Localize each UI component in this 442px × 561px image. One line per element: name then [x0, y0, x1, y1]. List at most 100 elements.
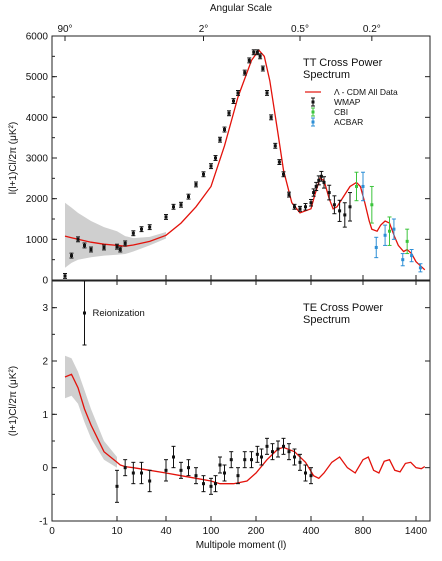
- wmap-data-point: [236, 91, 240, 95]
- wmap-data-point: [276, 447, 280, 451]
- wmap-data-point: [255, 452, 259, 456]
- wmap-data-point: [243, 71, 247, 75]
- wmap-data-point: [252, 50, 256, 54]
- wmap-data-point: [102, 245, 106, 249]
- top-axis-tick-label: 2°: [199, 24, 209, 35]
- wmap-data-point: [214, 156, 217, 160]
- y-axis-tick-label: 0: [42, 276, 48, 287]
- wmap-data-point: [83, 243, 86, 247]
- te-plot-area: [64, 281, 426, 503]
- wmap-data-point: [131, 231, 135, 235]
- wmap-data-point: [164, 468, 168, 472]
- y-axis-tick-label: 3000: [26, 154, 49, 165]
- wmap-data-point: [209, 484, 213, 488]
- acbar-data-point: [418, 266, 422, 270]
- wmap-data-point: [194, 182, 198, 186]
- wmap-data-point: [148, 479, 152, 483]
- wmap-data-point: [312, 191, 316, 195]
- te-panel-title-line2: Spectrum: [303, 314, 350, 326]
- legend-point-swatch: [311, 100, 315, 104]
- wmap-data-point: [269, 115, 273, 119]
- wmap-data-point: [131, 471, 135, 475]
- wmap-data-point: [273, 144, 277, 148]
- wmap-data-point: [63, 274, 67, 278]
- te-panel-title-line1: TE Cross Power: [303, 302, 383, 314]
- legend-entry-label: WMAP: [334, 97, 361, 107]
- wmap-data-point: [265, 91, 269, 95]
- top-axis-tick-label: 0.5°: [291, 24, 309, 35]
- te-panel-frame: [51, 280, 431, 522]
- y-axis-tick-label: 3: [42, 303, 48, 314]
- wmap-data-point: [179, 203, 183, 207]
- wmap-data-point: [70, 254, 73, 258]
- wmap-data-point: [179, 468, 183, 472]
- wmap-data-point: [172, 205, 175, 209]
- wmap-data-point: [164, 215, 168, 219]
- wmap-data-point: [271, 450, 274, 454]
- lcdm-model-line: [64, 49, 426, 271]
- y-axis-tick-label: 2000: [26, 194, 49, 205]
- wmap-data-point: [319, 174, 323, 178]
- y-axis-tick-label: 1000: [26, 235, 49, 246]
- y-axis-tick-label: 1: [42, 410, 48, 421]
- wmap-data-point: [140, 471, 143, 475]
- top-axis-tick-label: 0.2°: [363, 24, 381, 35]
- tt-panel-title-line2: Spectrum: [303, 69, 350, 81]
- wmap-data-point: [260, 455, 263, 459]
- wmap-data-point: [309, 474, 313, 478]
- top-axis-tick-label: 90°: [57, 24, 72, 35]
- wmap-data-point: [322, 180, 326, 184]
- x-axis-label: Multipole moment (l): [196, 540, 287, 551]
- cosmic-variance-band: [65, 355, 117, 468]
- wmap-data-point: [293, 455, 296, 459]
- wmap-data-point: [258, 54, 262, 58]
- wmap-data-point: [250, 458, 253, 462]
- wmap-data-point: [118, 248, 122, 251]
- x-axis-tick-label: 800: [355, 526, 372, 537]
- x-axis-tick-label: 100: [203, 526, 220, 537]
- wmap-data-point: [282, 444, 285, 448]
- wmap-data-point: [223, 471, 226, 475]
- wmap-data-point: [243, 458, 247, 462]
- wmap-data-point: [317, 178, 321, 182]
- y-axis-tick-label: 2: [42, 357, 48, 368]
- top-axis-title: Angular Scale: [210, 3, 273, 14]
- x-axis-tick-label: 10: [111, 526, 123, 537]
- cbi-data-point: [370, 203, 374, 207]
- wmap-data-point: [202, 172, 205, 176]
- wmap-data-point: [83, 311, 86, 315]
- legend-entry-label: Λ - CDM All Data: [334, 87, 398, 97]
- acbar-data-point: [361, 184, 365, 188]
- legend-point-swatch: [311, 120, 315, 124]
- wmap-data-point: [309, 201, 313, 205]
- legend-point-swatch: [311, 110, 315, 114]
- wmap-data-point: [247, 58, 251, 62]
- wmap-data-point: [304, 205, 307, 209]
- wmap-data-point: [172, 455, 175, 459]
- wmap-data-point: [227, 111, 231, 115]
- wmap-data-point: [327, 191, 331, 195]
- wmap-data-point: [187, 466, 190, 470]
- wmap-data-point: [187, 195, 190, 199]
- wmap-data-point: [115, 245, 119, 249]
- tt-plot-area: [63, 49, 426, 279]
- wmap-data-point: [314, 184, 318, 188]
- wmap-data-point: [123, 466, 127, 470]
- x-axis-tick-label: 0: [49, 526, 55, 537]
- wmap-data-point: [343, 213, 347, 217]
- acbar-data-point: [374, 245, 378, 249]
- reionization-annotation: Reionization: [93, 308, 145, 319]
- wmap-data-point: [236, 474, 240, 478]
- wmap-data-point: [209, 164, 213, 168]
- cosmic-variance-band: [65, 202, 166, 268]
- y-axis-tick-label: 6000: [26, 32, 49, 43]
- wmap-data-point: [282, 172, 285, 176]
- axes-layer: 90° 2° 0.5° 0.2°0 10 40 100 200 400 800 1400010002…: [26, 24, 430, 537]
- wmap-data-point: [89, 248, 93, 251]
- wmap-data-point: [261, 67, 265, 71]
- x-axis-tick-label: 40: [160, 526, 172, 537]
- cbi-data-point: [355, 184, 358, 188]
- x-axis-tick-label: 400: [303, 526, 320, 537]
- acbar-data-point: [392, 227, 396, 231]
